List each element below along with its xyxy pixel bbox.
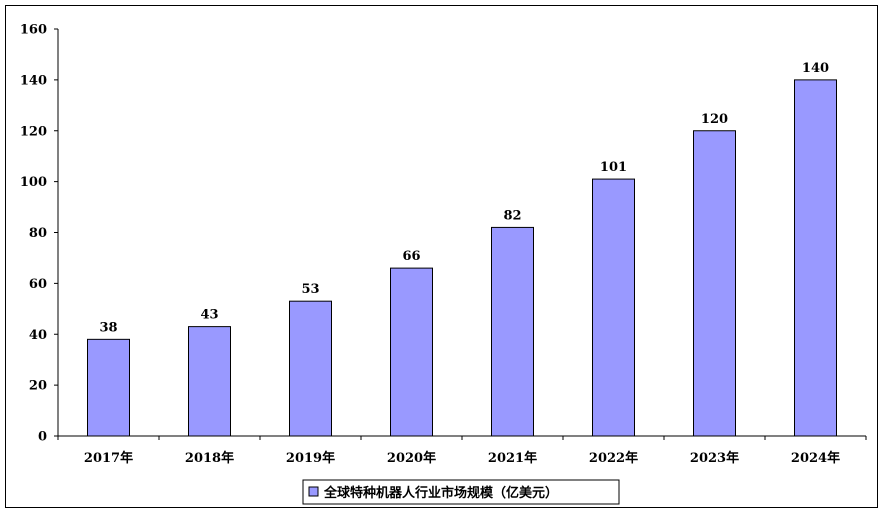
data-label: 66 xyxy=(402,249,420,264)
data-label: 43 xyxy=(200,308,218,323)
y-tick-label: 140 xyxy=(20,73,47,88)
data-label: 140 xyxy=(802,61,829,76)
y-tick-label: 160 xyxy=(20,23,47,38)
bar xyxy=(87,338,130,437)
data-label: 53 xyxy=(301,282,319,297)
bar xyxy=(794,79,837,437)
x-tick-label: 2024年 xyxy=(791,450,840,466)
bar xyxy=(491,226,534,437)
x-tick-label: 2023年 xyxy=(690,450,739,466)
bar xyxy=(390,267,433,437)
legend: 全球特种机器人行业市场规模（亿美元） xyxy=(302,479,620,505)
bar xyxy=(188,326,231,437)
axes: 0 20 40 60 80 100 120 140 160 2017年 2018年 2019年 2020… xyxy=(20,23,867,466)
y-tick-label: 0 xyxy=(38,430,47,445)
y-tick-label: 60 xyxy=(29,277,47,292)
y-tick-label: 80 xyxy=(29,226,47,241)
x-tick-label: 2017年 xyxy=(84,450,133,466)
data-label: 120 xyxy=(701,112,728,127)
x-tick-label: 2020年 xyxy=(387,450,436,466)
legend-swatch xyxy=(308,486,319,497)
data-label: 38 xyxy=(99,320,117,335)
data-label: 101 xyxy=(600,160,627,175)
legend-box xyxy=(302,479,620,505)
x-tick-label: 2018年 xyxy=(185,450,234,466)
x-tick-label: 2022年 xyxy=(589,450,638,466)
x-tick-label: 2019年 xyxy=(286,450,335,466)
bar xyxy=(592,178,635,437)
data-label: 82 xyxy=(503,208,521,223)
legend-label: 全球特种机器人行业市场规模（亿美元） xyxy=(323,485,558,501)
bar xyxy=(693,130,736,437)
y-tick-label: 100 xyxy=(20,175,47,190)
y-tick-label: 40 xyxy=(29,328,47,343)
data-labels: 38 43 53 66 82 101 120 140 xyxy=(99,61,829,335)
bars xyxy=(87,79,837,437)
bar xyxy=(289,300,332,437)
y-tick-label: 120 xyxy=(20,124,47,139)
y-tick-label: 20 xyxy=(29,379,47,394)
x-tick-label: 2021年 xyxy=(488,450,537,466)
